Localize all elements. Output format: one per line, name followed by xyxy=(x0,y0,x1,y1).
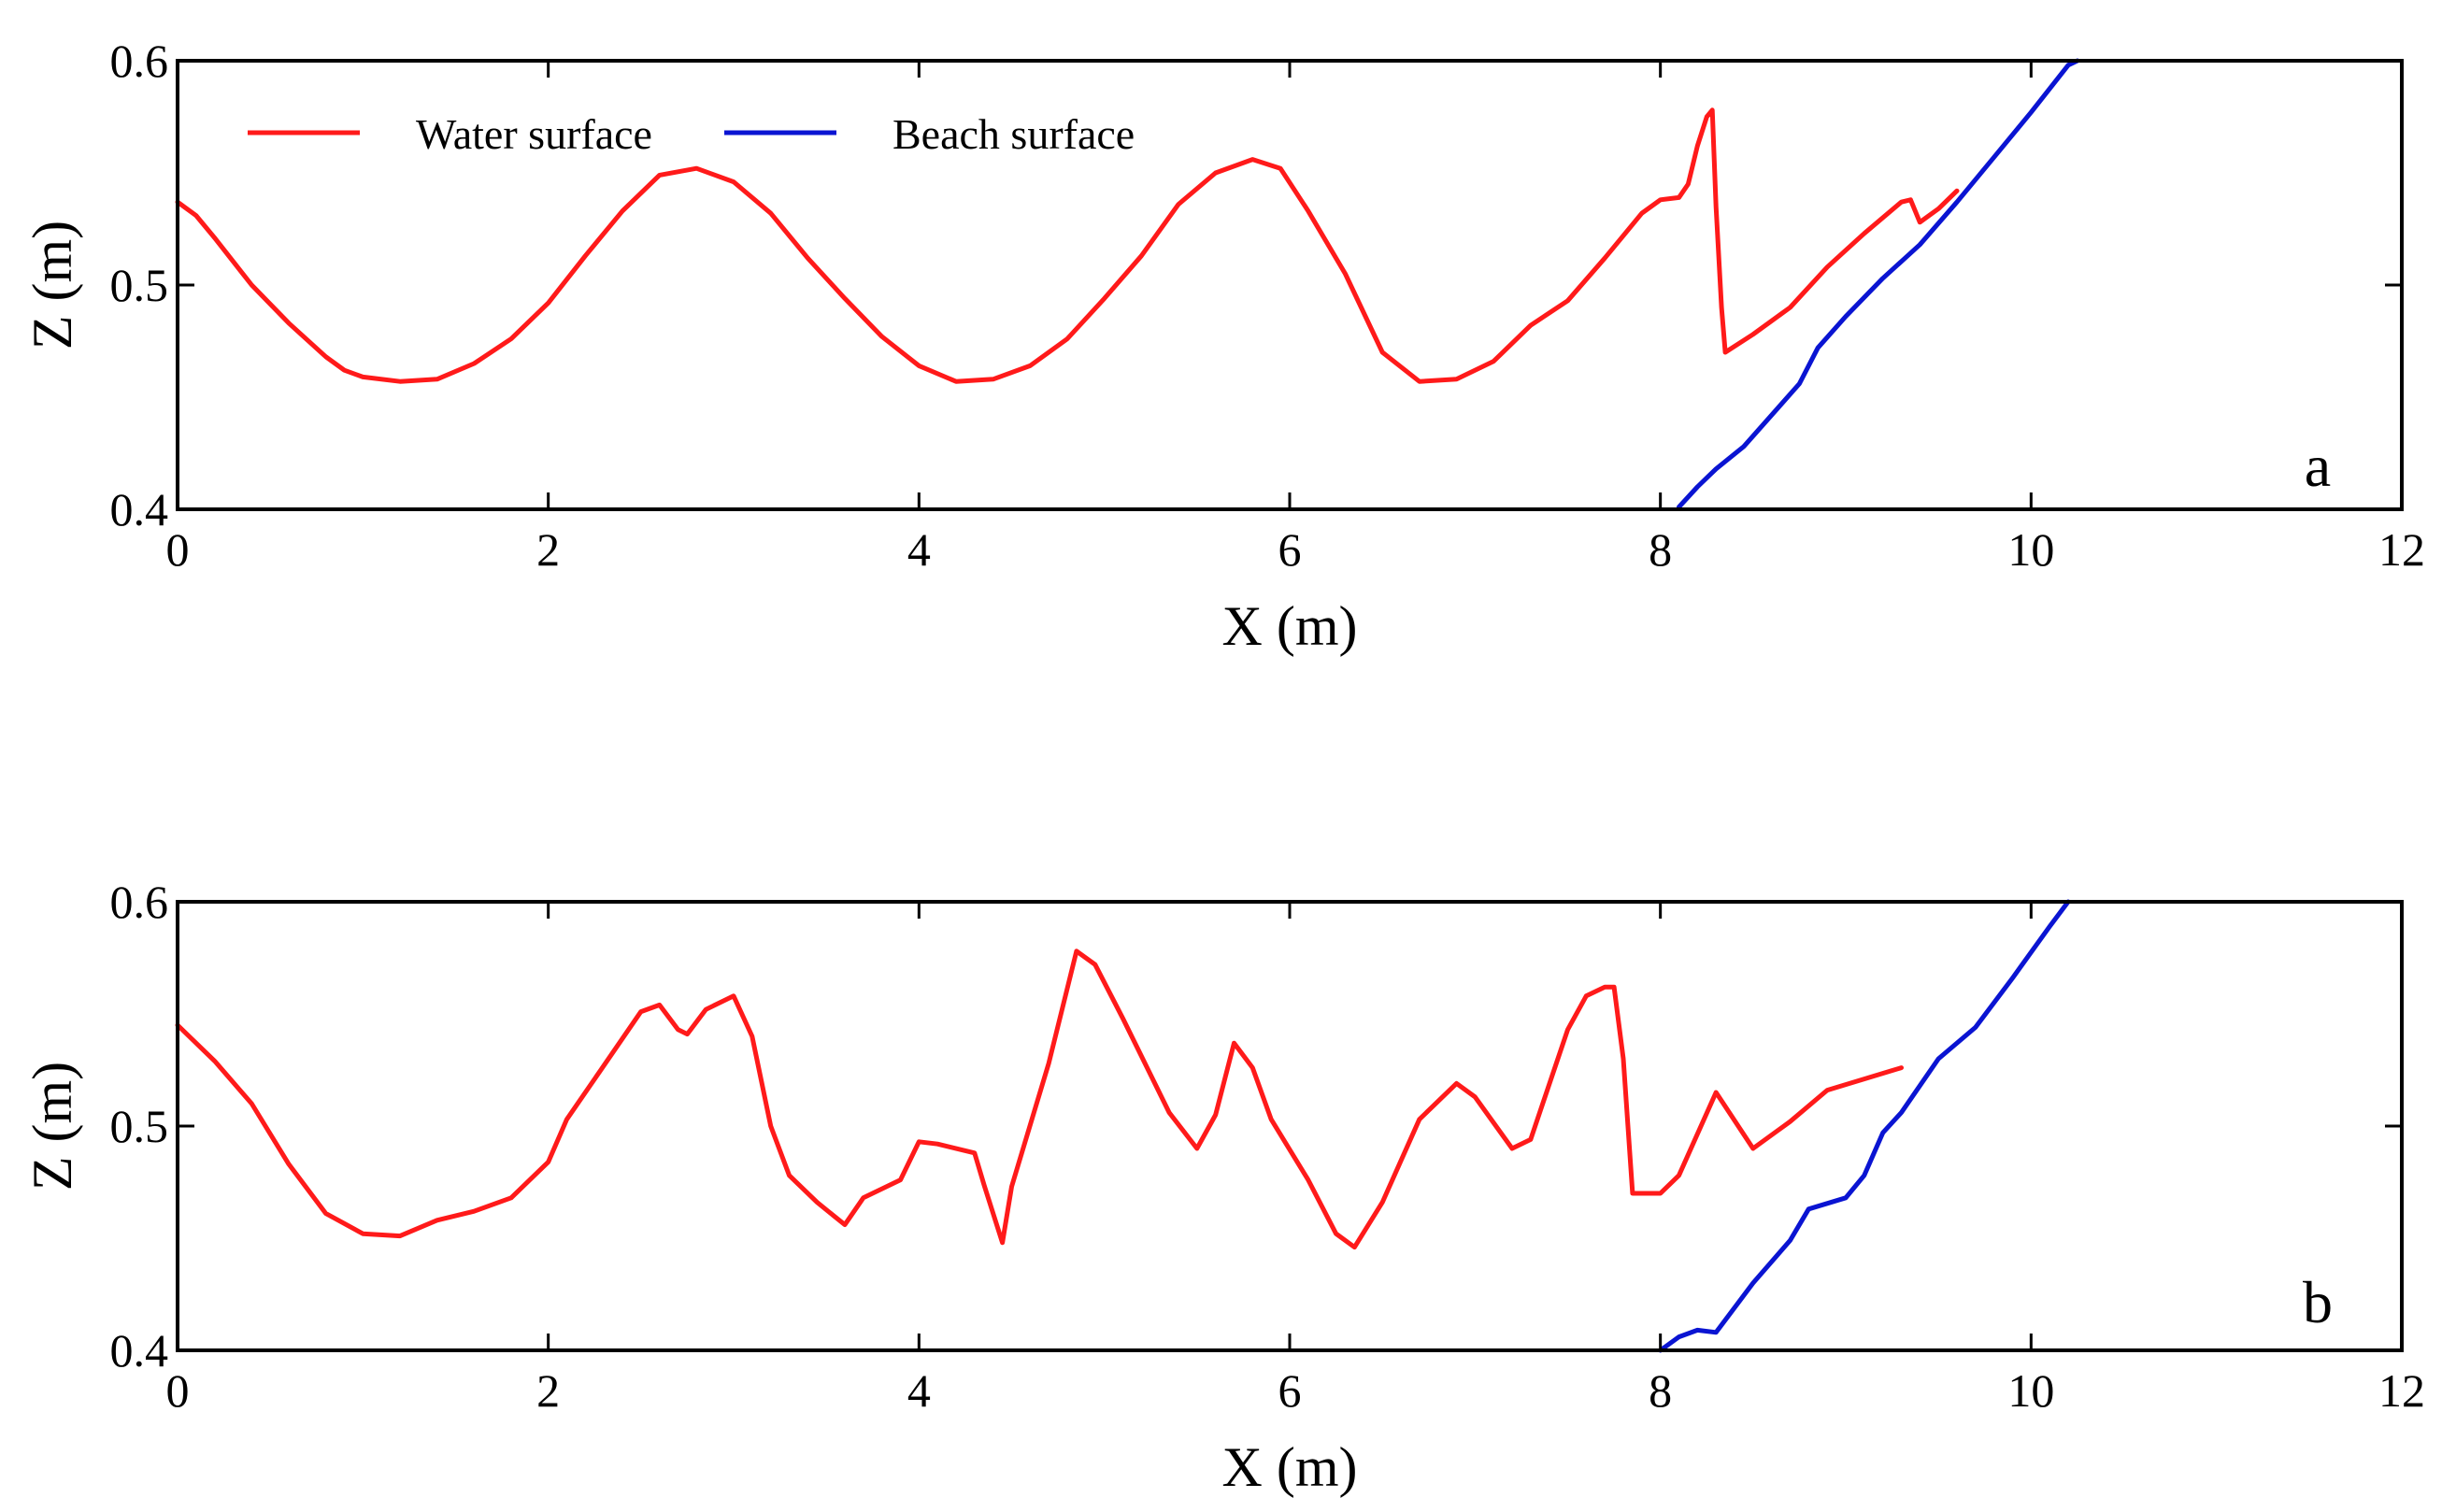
panel-a-x-tick-label: 10 xyxy=(2007,523,2054,576)
panel-b-ticks: 0 2 4 6 8 10 12 0.4 0.5 0.6 xyxy=(110,876,2426,1417)
panel-a-x-tick-label: 0 xyxy=(166,523,190,576)
panel-b-x-tick-label: 0 xyxy=(166,1364,190,1417)
panel-b-water-surface-line xyxy=(175,949,1904,1250)
panel-a-y-tick-label: 0.5 xyxy=(110,259,169,311)
panel-b-x-tick-label: 2 xyxy=(536,1364,560,1417)
panel-a-x-tick-label: 12 xyxy=(2378,523,2425,576)
panel-b-x-axis-title: X (m) xyxy=(1222,1436,1358,1498)
panel-a-x-tick-label: 2 xyxy=(536,523,560,576)
panel-a: 0 2 4 6 8 10 12 0.4 0.5 0.6 Water surface Beach s… xyxy=(21,35,2425,657)
panel-a-ticks: 0 2 4 6 8 10 12 0.4 0.5 0.6 xyxy=(110,35,2426,576)
panel-a-x-tick-label: 8 xyxy=(1649,523,1672,576)
panel-b-x-tick-label: 8 xyxy=(1649,1364,1672,1417)
panel-b-x-tick-label: 4 xyxy=(907,1364,931,1417)
panel-b-lines xyxy=(175,899,2071,1353)
panel-a-y-tick-label: 0.4 xyxy=(110,483,169,535)
panel-a-water-surface-line xyxy=(175,107,1960,384)
panel-a-legend: Water surface Beach surface xyxy=(248,110,1135,158)
panel-a-lines xyxy=(175,58,2080,510)
panel-b-y-axis-title: Z (m) xyxy=(21,1062,83,1191)
panel-a-y-tick-label: 0.6 xyxy=(110,35,169,87)
panel-a-y-axis-title: Z (m) xyxy=(21,221,83,349)
panel-b: 0 2 4 6 8 10 12 0.4 0.5 0.6 b X (m) Z (m) xyxy=(21,876,2425,1498)
panel-b-y-tick-label: 0.5 xyxy=(110,1100,169,1152)
panel-b-x-tick-label: 6 xyxy=(1278,1364,1302,1417)
panel-a-x-tick-label: 4 xyxy=(907,523,931,576)
panel-b-x-tick-label: 12 xyxy=(2378,1364,2425,1417)
panel-a-x-tick-label: 6 xyxy=(1278,523,1302,576)
panel-b-x-tick-label: 10 xyxy=(2007,1364,2054,1417)
panel-a-x-axis-title: X (m) xyxy=(1222,595,1358,657)
legend-beach-label: Beach surface xyxy=(892,110,1135,158)
legend-water-label: Water surface xyxy=(416,110,652,158)
panel-b-y-tick-label: 0.4 xyxy=(110,1324,169,1376)
panel-b-y-tick-label: 0.6 xyxy=(110,876,169,928)
panel-b-beach-surface-line xyxy=(1658,899,2071,1353)
panel-a-beach-surface-line xyxy=(1677,58,2080,510)
panel-b-frame xyxy=(176,900,2404,1352)
panel-a-letter: a xyxy=(2305,433,2331,499)
panel-b-letter: b xyxy=(2303,1269,2333,1335)
